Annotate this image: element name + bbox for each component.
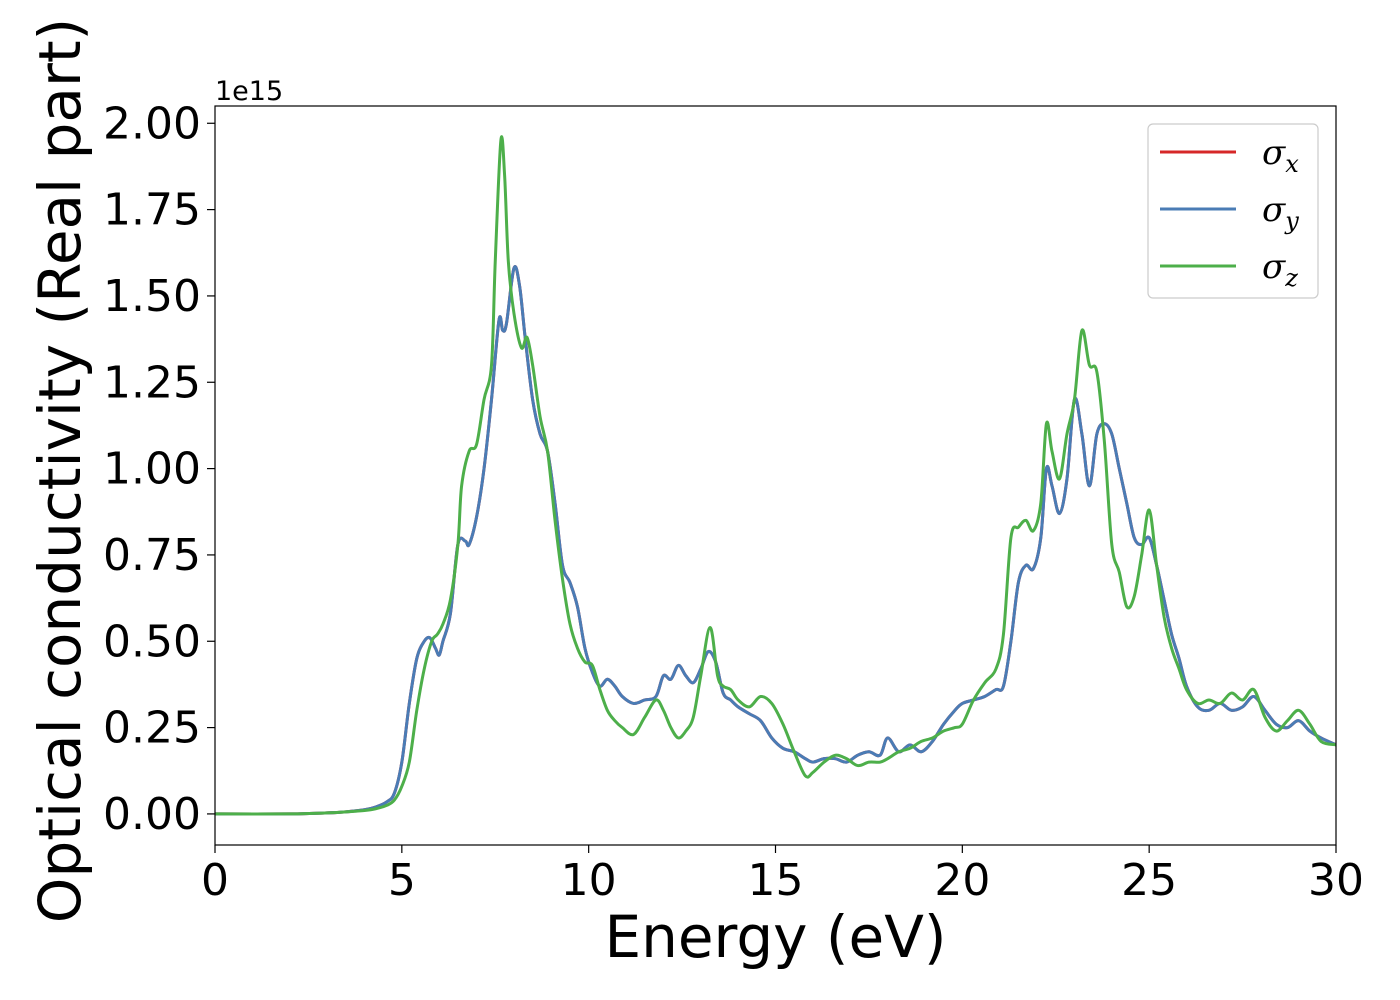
x-axis-title: Energy (eV) [604, 903, 946, 971]
series-line-x [215, 265, 1336, 816]
x-tick-label: 0 [201, 855, 229, 906]
x-tick-label: 15 [748, 855, 804, 906]
x-tick-label: 5 [388, 855, 416, 906]
series-layer [215, 135, 1336, 816]
x-axis-ticks: 0 5 10 15 20 25 30 [201, 845, 1364, 906]
legend-label-main: σ [1262, 133, 1286, 173]
y-axis-title: Optical conductivity (Real part) [26, 18, 94, 923]
legend-label-sub: x [1285, 150, 1299, 178]
y-tick-label: 0.00 [103, 789, 201, 840]
legend-label-sub: y [1284, 207, 1299, 235]
legend-label-y: σy [1262, 190, 1299, 235]
y-axis-ticks: 0.00 0.25 0.50 0.75 1.00 1.25 1.50 1.75 2.00 [103, 98, 215, 840]
legend-label-x: σx [1262, 133, 1299, 178]
x-tick-label: 10 [561, 855, 617, 906]
legend-box [1147, 123, 1319, 299]
legend-label-sub: z [1284, 264, 1298, 292]
y-tick-label: 1.00 [103, 444, 201, 495]
legend-label-z: σz [1262, 247, 1298, 292]
series-line-z [215, 135, 1336, 816]
y-tick-label: 0.75 [103, 530, 201, 581]
legend-label-main: σ [1262, 247, 1286, 287]
x-tick-label: 30 [1308, 855, 1364, 906]
y-tick-label: 0.50 [103, 616, 201, 667]
y-tick-label: 1.50 [103, 271, 201, 322]
y-offset-label: 1e15 [215, 76, 283, 107]
y-tick-label: 1.25 [103, 357, 201, 408]
y-tick-label: 0.25 [103, 703, 201, 754]
x-tick-label: 25 [1121, 855, 1177, 906]
x-tick-label: 20 [934, 855, 990, 906]
y-tick-label: 1.75 [103, 185, 201, 236]
legend-label-main: σ [1262, 190, 1286, 230]
series-line-y [215, 265, 1336, 816]
y-tick-label: 2.00 [103, 98, 201, 149]
